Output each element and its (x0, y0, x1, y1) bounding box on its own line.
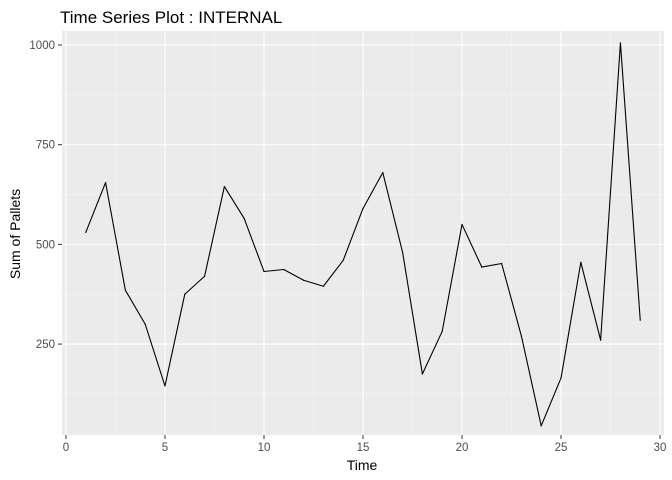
data-point (521, 335, 522, 336)
y-axis-title: Sum of Pallets (7, 189, 23, 279)
y-tick-label: 500 (36, 239, 55, 251)
data-point (640, 320, 641, 321)
x-tick-label: 25 (555, 442, 568, 454)
data-point (164, 385, 165, 386)
data-point (620, 42, 621, 43)
data-point (382, 172, 383, 173)
x-tick-label: 20 (456, 442, 469, 454)
x-tick-label: 15 (357, 442, 370, 454)
data-point (244, 218, 245, 219)
data-point (442, 331, 443, 332)
x-tick-label: 5 (162, 442, 168, 454)
data-point (323, 286, 324, 287)
data-point (343, 260, 344, 261)
data-point (204, 276, 205, 277)
data-point (303, 280, 304, 281)
y-tick-label: 250 (36, 339, 55, 351)
x-axis: 0 5 10 15 20 25 30 (63, 435, 667, 454)
chart-title: Time Series Plot : INTERNAL (60, 8, 282, 27)
data-point (481, 266, 482, 267)
data-point (560, 377, 561, 378)
x-axis-title: Time (347, 457, 378, 473)
x-tick-label: 0 (63, 442, 69, 454)
data-point (145, 324, 146, 325)
data-point (283, 269, 284, 270)
data-point (600, 339, 601, 340)
data-point (85, 232, 86, 233)
x-tick-label: 10 (258, 442, 271, 454)
data-point (224, 186, 225, 187)
x-tick-label: 30 (654, 442, 667, 454)
data-point (184, 294, 185, 295)
data-point (125, 290, 126, 291)
data-point (541, 425, 542, 426)
data-point (105, 182, 106, 183)
data-point (263, 271, 264, 272)
data-point (362, 208, 363, 209)
data-point (402, 252, 403, 253)
data-point (422, 373, 423, 374)
data-point (501, 263, 502, 264)
y-tick-label: 1000 (29, 40, 55, 52)
data-point (461, 224, 462, 225)
y-axis: 250 500 750 1000 (29, 40, 62, 351)
data-point (580, 262, 581, 263)
y-tick-label: 750 (36, 140, 55, 152)
